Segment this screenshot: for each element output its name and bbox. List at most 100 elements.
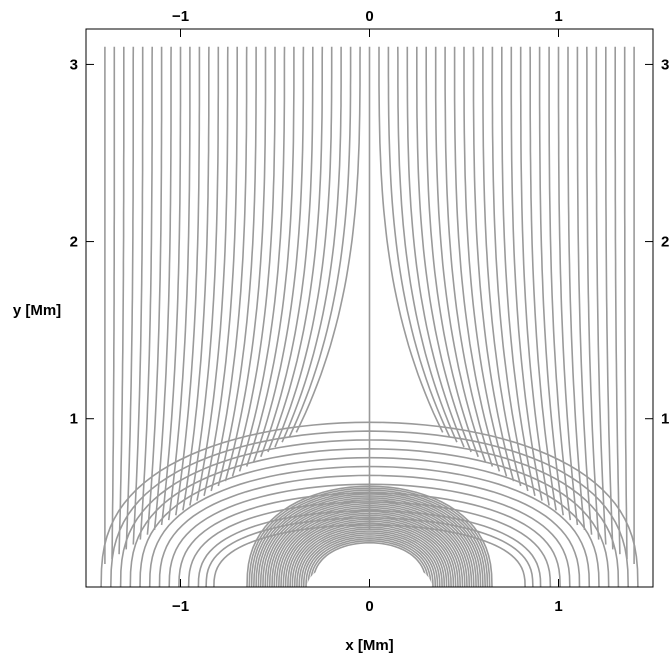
field-line-open bbox=[267, 46, 324, 453]
field-line-closed bbox=[139, 456, 600, 588]
field-line-open bbox=[175, 46, 201, 516]
field-line-closed bbox=[100, 421, 639, 588]
field-line-dense bbox=[255, 493, 484, 588]
field-line-dense bbox=[273, 508, 466, 588]
field-line-open bbox=[132, 46, 144, 545]
field-line-open bbox=[425, 46, 479, 458]
field-line-dense bbox=[284, 518, 455, 588]
field-line-open bbox=[567, 46, 586, 530]
field-line-open bbox=[125, 46, 135, 550]
field-line-open bbox=[453, 46, 501, 472]
field-line-open bbox=[217, 46, 257, 487]
field-line-open bbox=[501, 46, 536, 496]
field-line-open bbox=[203, 46, 238, 496]
field-line-open bbox=[519, 46, 550, 506]
field-line-open bbox=[111, 46, 116, 560]
field-line-dense bbox=[278, 512, 461, 588]
field-line-open bbox=[434, 46, 487, 462]
field-line-open bbox=[595, 46, 607, 545]
field-line-open bbox=[167, 46, 191, 521]
field-line-dense bbox=[312, 541, 427, 588]
y-tick-label-left: 2 bbox=[70, 234, 78, 251]
field-line-open bbox=[153, 46, 172, 530]
field-line-open bbox=[614, 46, 621, 555]
field-line-dense bbox=[246, 485, 493, 588]
field-line-closed bbox=[119, 439, 620, 588]
field-line-open bbox=[548, 46, 572, 521]
field-line-open bbox=[139, 46, 153, 540]
field-line-open bbox=[118, 46, 125, 555]
field-line-dense bbox=[309, 539, 430, 588]
field-line-dense bbox=[298, 530, 441, 588]
field-line-dense bbox=[266, 502, 473, 588]
field-line-dense bbox=[300, 532, 439, 588]
field-line-open bbox=[182, 46, 210, 511]
field-line-open bbox=[196, 46, 229, 501]
x-tick-label-bottom: −1 bbox=[172, 598, 189, 615]
axis-ticks: −1 −1 0 0 1 1 1 1 2 2 3 3 bbox=[70, 8, 670, 615]
x-tick-label-bottom: 1 bbox=[554, 598, 562, 615]
field-line-open bbox=[397, 46, 458, 443]
field-line-open bbox=[576, 46, 593, 535]
field-line-open bbox=[586, 46, 600, 540]
field-line-dense bbox=[253, 491, 486, 588]
y-tick-label-left: 3 bbox=[70, 56, 78, 73]
field-line-dense bbox=[302, 534, 437, 588]
field-line-open bbox=[160, 46, 182, 526]
field-line-dense bbox=[289, 522, 450, 588]
field-line-dense bbox=[248, 487, 491, 588]
field-line-open bbox=[210, 46, 248, 492]
field-line-open bbox=[238, 46, 286, 472]
x-tick-label-top: −1 bbox=[172, 8, 189, 25]
x-axis-title: x [Mm] bbox=[345, 637, 393, 654]
field-line-dense bbox=[264, 500, 475, 588]
field-line-closed bbox=[129, 447, 610, 588]
field-line-dense bbox=[282, 516, 457, 588]
field-line-dense bbox=[262, 498, 477, 588]
y-tick-label-right: 2 bbox=[661, 234, 669, 251]
field-line-open bbox=[146, 46, 163, 535]
field-line-open bbox=[623, 46, 628, 560]
field-line-dense bbox=[257, 495, 482, 588]
field-line-dense bbox=[291, 524, 448, 588]
x-tick-label-bottom: 0 bbox=[365, 598, 373, 615]
field-line-open bbox=[538, 46, 564, 516]
field-line-dense bbox=[250, 489, 489, 588]
field-line-dense bbox=[271, 506, 468, 588]
field-line-closed bbox=[158, 474, 581, 588]
field-line-open bbox=[472, 46, 515, 482]
y-tick-label-right: 3 bbox=[661, 56, 669, 73]
field-line-open bbox=[252, 46, 305, 462]
field-line-open bbox=[224, 46, 267, 482]
x-tick-label-top: 1 bbox=[554, 8, 562, 25]
field-line-dense bbox=[275, 510, 464, 588]
field-line-open bbox=[288, 46, 352, 438]
field-line-dense bbox=[307, 537, 432, 588]
field-line-open bbox=[231, 46, 276, 477]
field-line-open bbox=[260, 46, 314, 458]
x-tick-label-top: 0 bbox=[365, 8, 373, 25]
field-lines bbox=[100, 46, 639, 609]
field-line-open bbox=[529, 46, 557, 511]
field-line-closed bbox=[148, 465, 591, 588]
y-tick-label-right: 1 bbox=[661, 411, 669, 428]
field-line-open bbox=[378, 46, 444, 433]
field-line-dense bbox=[305, 536, 434, 588]
field-line-open bbox=[463, 46, 508, 477]
field-line-open bbox=[557, 46, 579, 526]
field-line-open bbox=[274, 46, 333, 448]
field-line-dense bbox=[293, 526, 446, 588]
field-line-open bbox=[605, 46, 614, 550]
field-line-dense bbox=[268, 504, 471, 588]
field-line-open bbox=[281, 46, 342, 443]
field-line-open bbox=[510, 46, 543, 501]
y-tick-label-left: 1 bbox=[70, 411, 78, 428]
field-line-open bbox=[491, 46, 529, 492]
field-line-closed bbox=[168, 483, 571, 588]
field-line-open bbox=[189, 46, 220, 506]
field-line-open bbox=[416, 46, 472, 453]
field-line-open bbox=[482, 46, 522, 487]
field-line-open bbox=[387, 46, 451, 438]
field-line-closed bbox=[178, 492, 561, 588]
